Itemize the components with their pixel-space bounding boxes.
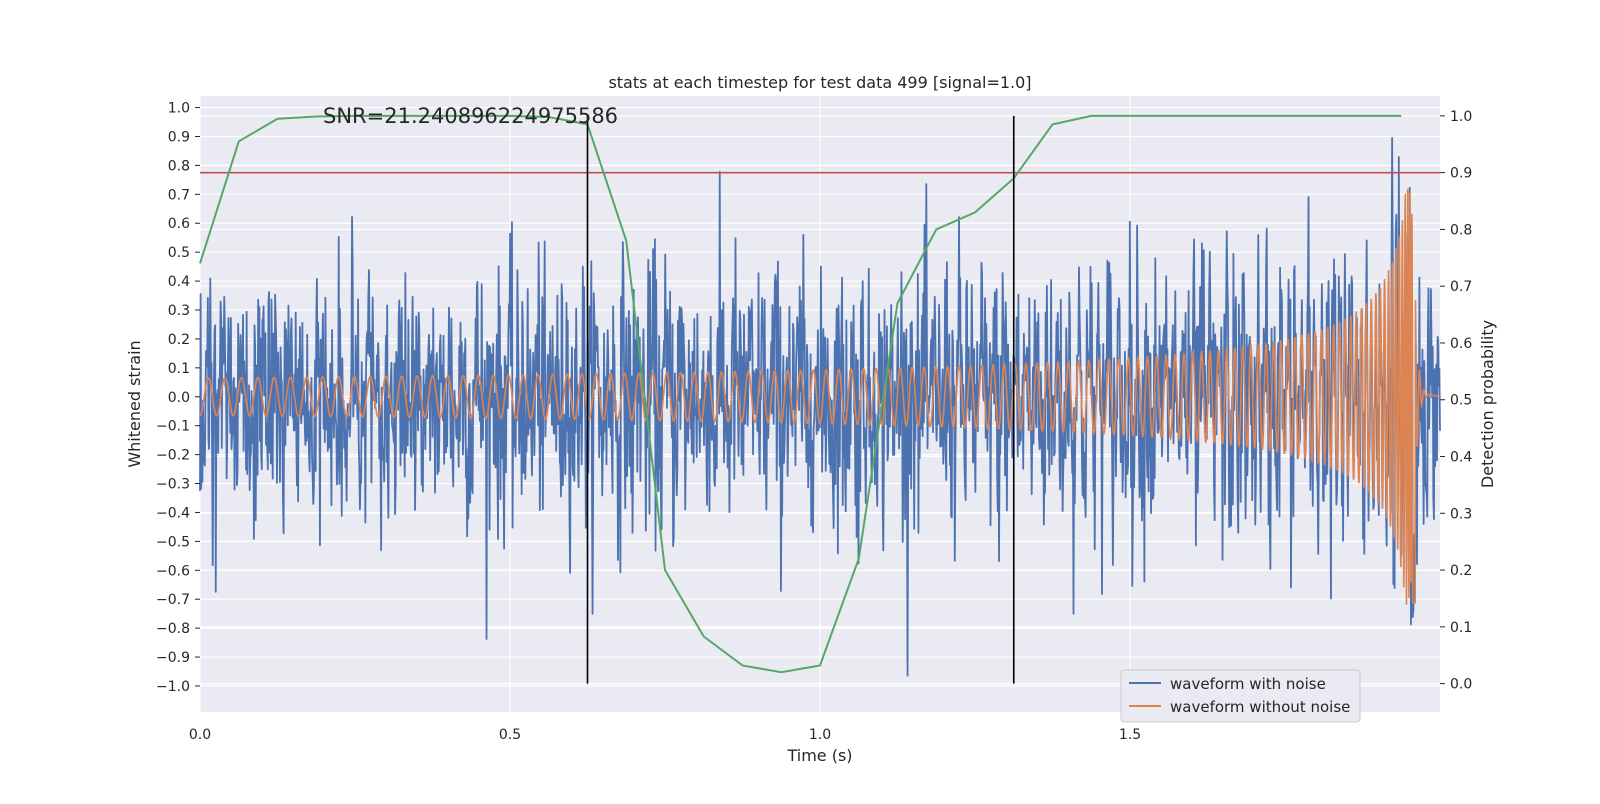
y-tick-label: −0.2 (156, 448, 190, 464)
y-tick-label: 0.2 (168, 332, 190, 348)
y-tick-label: 0.4 (168, 274, 190, 290)
x-axis-label: Time (s) (786, 746, 852, 765)
y-right-tick-label: 1.0 (1450, 109, 1472, 125)
y-tick-label: −0.6 (156, 563, 190, 579)
y-tick-label: −0.1 (156, 419, 190, 435)
series-line-detection-probability (199, 114, 1402, 674)
y-right-tick-label: 0.6 (1450, 336, 1472, 352)
y-tick-label: 0.6 (168, 216, 190, 232)
legend: waveform with noise waveform without noi… (1120, 669, 1361, 723)
x-tick-label: 1.0 (809, 727, 831, 743)
x-tick-label: 0.5 (499, 727, 521, 743)
y-right-tick-label: 0.0 (1450, 677, 1472, 693)
y-right-tick-label: 0.9 (1450, 166, 1472, 182)
legend-frame (1120, 669, 1361, 723)
snr-annotation: SNR=21.240896224975586 (323, 104, 618, 128)
y-tick-label: −0.8 (156, 621, 190, 637)
y-tick-label: 0.9 (168, 129, 190, 145)
chart-title: stats at each timestep for test data 499… (608, 73, 1031, 92)
axes: −1.0 −0.9 −0.8 −0.7 −0.6 −0.5 −0.4 −0.3 −0.2 −0.1… (156, 101, 1472, 743)
y-right-tick-label: 0.8 (1450, 222, 1472, 238)
y-axis-right-label: Detection probability (1478, 320, 1497, 488)
y-tick-label: −0.9 (156, 650, 190, 666)
y-right-tick-label: 0.7 (1450, 279, 1472, 295)
legend-label-noise: waveform with noise (1170, 675, 1326, 693)
y-tick-label: 0.7 (168, 187, 190, 203)
y-right-tick-label: 0.4 (1450, 450, 1472, 466)
x-tick-label: 1.5 (1119, 727, 1141, 743)
y-tick-label: −1.0 (156, 679, 190, 695)
y-tick-label: 0.8 (168, 158, 190, 174)
y-right-tick-label: 0.1 (1450, 620, 1472, 636)
data-layer (199, 114, 1441, 684)
y-tick-label: −0.5 (156, 534, 190, 550)
y-tick-label: 0.5 (168, 245, 190, 261)
y-tick-label: −0.4 (156, 505, 190, 521)
series-line-waveform-without-noise (199, 188, 1441, 605)
y-tick-label: −0.3 (156, 477, 190, 493)
y-right-tick-label: 0.2 (1450, 563, 1472, 579)
y-tick-label: 0.3 (168, 303, 190, 319)
y-tick-label: 0.1 (168, 361, 190, 377)
y-axis-label: Whitened strain (125, 340, 144, 467)
legend-label-clean: waveform without noise (1170, 698, 1350, 716)
y-tick-label: −0.7 (156, 592, 190, 608)
y-tick-label: 0.0 (168, 390, 190, 406)
y-right-tick-label: 0.5 (1450, 393, 1472, 409)
y-tick-label: 1.0 (168, 101, 190, 117)
x-tick-label: 0.0 (189, 727, 211, 743)
y-right-tick-label: 0.3 (1450, 506, 1472, 522)
